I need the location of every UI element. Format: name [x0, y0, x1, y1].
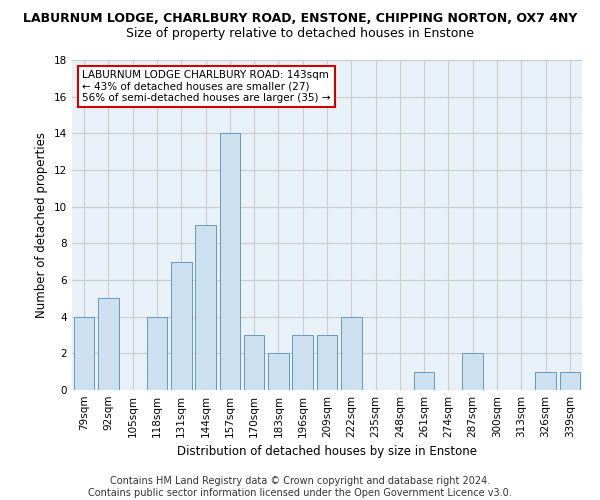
Y-axis label: Number of detached properties: Number of detached properties [35, 132, 49, 318]
Bar [535, 372, 556, 390]
Bar [268, 354, 289, 390]
Bar [341, 316, 362, 390]
Text: Size of property relative to detached houses in Enstone: Size of property relative to detached ho… [126, 28, 474, 40]
Bar [317, 335, 337, 390]
Bar [74, 316, 94, 390]
Bar [98, 298, 119, 390]
Bar [292, 335, 313, 390]
Text: LABURNUM LODGE CHARLBURY ROAD: 143sqm
← 43% of detached houses are smaller (27)
: LABURNUM LODGE CHARLBURY ROAD: 143sqm ← … [82, 70, 331, 103]
Text: Contains HM Land Registry data © Crown copyright and database right 2024.
Contai: Contains HM Land Registry data © Crown c… [88, 476, 512, 498]
Bar [171, 262, 191, 390]
Bar [244, 335, 265, 390]
Bar [146, 316, 167, 390]
Bar [560, 372, 580, 390]
X-axis label: Distribution of detached houses by size in Enstone: Distribution of detached houses by size … [177, 446, 477, 458]
Bar [195, 225, 216, 390]
Bar [463, 354, 483, 390]
Bar [220, 134, 240, 390]
Bar [414, 372, 434, 390]
Text: LABURNUM LODGE, CHARLBURY ROAD, ENSTONE, CHIPPING NORTON, OX7 4NY: LABURNUM LODGE, CHARLBURY ROAD, ENSTONE,… [23, 12, 577, 26]
